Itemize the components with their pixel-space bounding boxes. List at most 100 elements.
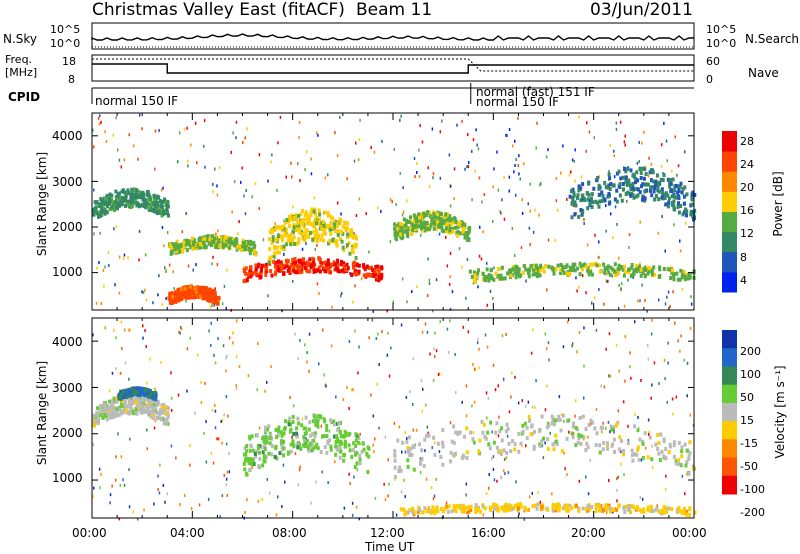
feature-cell <box>430 218 434 223</box>
feature-cell <box>124 204 128 208</box>
noise-cell <box>627 424 629 428</box>
feature-cell <box>634 177 638 182</box>
feature-cell <box>467 509 471 514</box>
feature-cell <box>270 273 274 278</box>
noise-cell <box>485 391 488 395</box>
noise-cell <box>448 153 451 157</box>
feature-cell <box>266 427 270 432</box>
feature-cell <box>105 204 109 209</box>
noise-cell <box>205 460 208 464</box>
noise-cell <box>177 393 180 397</box>
feature-cell <box>632 195 636 200</box>
noise-cell <box>539 500 542 504</box>
noise-cell <box>421 409 424 413</box>
feature-cell <box>487 442 491 447</box>
noise-cell <box>487 486 490 490</box>
feature-cell <box>579 441 583 446</box>
feature-cell <box>552 271 556 276</box>
feature-cell <box>268 436 272 440</box>
feature-cell <box>194 242 198 247</box>
noise-cell <box>680 334 682 338</box>
feature-cell <box>103 405 107 410</box>
feature-cell <box>254 263 258 268</box>
noise-cell <box>400 323 403 327</box>
noise-cell <box>578 479 581 483</box>
feature-cell <box>463 434 466 439</box>
feature-cell <box>635 187 639 191</box>
feature-cell <box>169 249 173 254</box>
feature-cell <box>584 427 588 431</box>
noise-cell <box>647 418 650 422</box>
colorbar-cell <box>722 366 737 386</box>
feature-cell <box>273 228 277 232</box>
feature-cell <box>189 284 193 289</box>
noise-cell <box>449 275 451 279</box>
nsky-tick-lo: 10^0 <box>50 37 81 50</box>
noise-cell <box>629 351 631 355</box>
feature-cell <box>465 450 469 455</box>
noise-cell <box>419 471 422 475</box>
feature-cell <box>278 451 282 456</box>
noise-cell <box>160 361 162 364</box>
feature-cell <box>640 184 643 189</box>
feature-cell <box>482 422 486 427</box>
noise-cell <box>120 165 123 169</box>
feature-cell <box>348 251 352 256</box>
noise-cell <box>527 400 530 404</box>
feature-cell <box>561 413 565 418</box>
feature-cell <box>483 275 487 280</box>
feature-cell <box>591 262 595 267</box>
noise-cell <box>432 497 435 501</box>
feature-cell <box>154 203 158 208</box>
feature-cell <box>200 286 203 291</box>
feature-cell <box>636 445 640 450</box>
feature-cell <box>660 509 664 513</box>
feature-cell <box>416 510 420 515</box>
noise-cell <box>558 395 561 399</box>
feature-cell <box>572 421 576 426</box>
feature-cell <box>639 267 643 272</box>
feature-cell <box>275 435 279 440</box>
feature-cell <box>603 181 607 185</box>
noise-cell <box>666 295 668 299</box>
feature-cell <box>397 469 401 474</box>
noise-cell <box>580 175 583 179</box>
feature-cell <box>393 458 397 463</box>
feature-cell <box>410 452 414 457</box>
feature-cell <box>314 216 318 221</box>
feature-cell <box>105 417 109 422</box>
noise-cell <box>424 322 427 326</box>
feature-cell <box>467 229 471 234</box>
feature-cell <box>304 415 308 420</box>
feature-cell <box>168 292 172 296</box>
noise-cell <box>371 318 374 322</box>
feature-cell <box>150 202 153 207</box>
noise-cell <box>639 261 641 265</box>
noise-cell <box>93 145 95 149</box>
noise-cell <box>220 420 222 423</box>
panel-frame <box>91 317 695 519</box>
feature-cell <box>292 264 296 269</box>
feature-cell <box>323 269 327 274</box>
feature-cell <box>499 449 503 454</box>
noise-cell <box>583 222 585 225</box>
noise-cell <box>353 232 355 236</box>
noise-cell <box>603 385 606 389</box>
noise-cell <box>92 495 94 499</box>
noise-cell <box>613 154 615 158</box>
feature-cell <box>160 403 164 408</box>
feature-cell <box>656 446 660 451</box>
noise-cell <box>132 510 134 514</box>
feature-cell <box>325 450 329 455</box>
feature-cell <box>629 273 633 278</box>
feature-cell <box>161 211 165 216</box>
feature-cell <box>331 216 335 221</box>
noise-cell <box>154 129 157 133</box>
noise-cell <box>515 193 517 197</box>
feature-cell <box>95 411 99 416</box>
feature-cell <box>447 504 451 509</box>
feature-cell <box>113 208 116 212</box>
noise-cell <box>144 253 147 257</box>
feature-cell <box>601 447 605 452</box>
colorbar-cell <box>722 439 737 458</box>
